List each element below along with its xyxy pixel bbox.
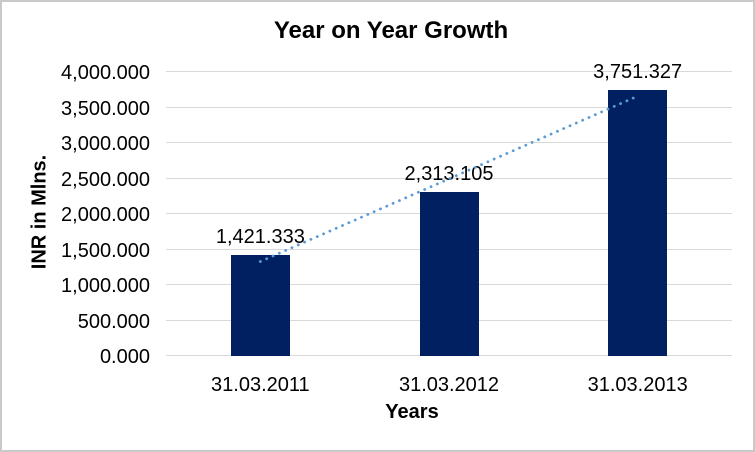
bar: [230, 255, 290, 356]
bar: [608, 89, 668, 356]
x-tick-label: 31.03.2013: [587, 374, 688, 396]
gridline: [166, 71, 732, 72]
y-tick-label: 1,000.000: [61, 275, 150, 297]
trendline: [258, 94, 640, 263]
bar-value-label: 3,751.327: [593, 60, 683, 83]
x-axis-title: Years: [385, 401, 439, 423]
y-tick-label: 2,000.000: [61, 204, 150, 226]
y-tick-label: 4,000.000: [61, 62, 150, 84]
gridline: [166, 142, 732, 143]
bar: [419, 191, 479, 356]
x-tick-label: 31.03.2012: [398, 374, 500, 396]
y-tick-label: 3,000.000: [61, 133, 150, 155]
y-tick-label: 2,500.000: [61, 168, 150, 191]
x-tick-label: 31.03.2011: [211, 374, 310, 396]
bar-value-label: 1,421.333: [215, 226, 305, 249]
y-tick-label: 1,500.000: [61, 239, 150, 262]
bar-value-label: 2,313.105: [404, 162, 494, 185]
y-tick-label: 0.000: [99, 346, 150, 368]
gridline: [166, 106, 732, 108]
y-tick-label: 3,500.000: [61, 97, 150, 120]
plot-area: 1,421.333 2,313.105 3,751.327: [166, 61, 732, 356]
y-tick-label: 500.000: [77, 310, 150, 333]
chart-title: Year on Year Growth: [273, 17, 509, 44]
